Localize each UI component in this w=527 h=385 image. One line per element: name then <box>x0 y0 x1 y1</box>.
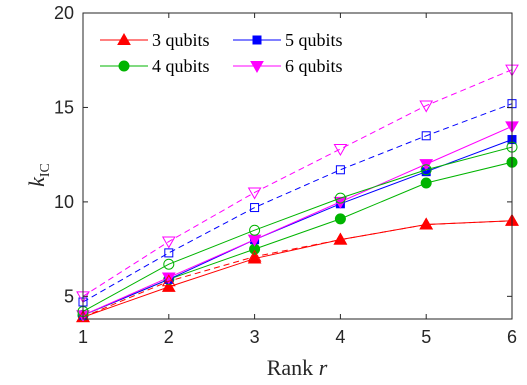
series-4 <box>76 213 519 323</box>
data-point <box>250 203 260 213</box>
legend-marker <box>252 35 262 45</box>
data-point <box>334 192 346 204</box>
x-tick-label: 3 <box>250 327 260 347</box>
x-tick-label: 2 <box>164 327 174 347</box>
x-axis-label: Rank r <box>267 355 328 380</box>
data-point <box>247 249 262 262</box>
plot-frame <box>82 12 513 320</box>
data-point <box>419 217 434 230</box>
data-point <box>163 258 175 270</box>
legend-item-2: 5 qubits <box>233 30 343 50</box>
x-tick-label: 5 <box>421 327 431 347</box>
series-6 <box>78 99 517 307</box>
legend-label: 3 qubits <box>152 30 210 50</box>
data-point <box>420 177 432 189</box>
data-point <box>247 187 262 200</box>
series-line <box>82 125 513 316</box>
data-point <box>164 248 174 258</box>
data-point <box>419 100 434 113</box>
series-line <box>82 69 513 297</box>
y-tick-label: 10 <box>54 192 74 212</box>
data-point <box>334 213 346 225</box>
legend: 3 qubits 4 qubits 5 qubits 6 qubits <box>91 25 383 81</box>
legend-item-1: 4 qubits <box>100 56 210 76</box>
series-line <box>82 103 513 303</box>
series-line <box>82 146 513 312</box>
legend-item-3: 6 qubits <box>233 56 343 76</box>
data-point <box>333 232 348 245</box>
series-layer <box>76 64 519 323</box>
data-point <box>161 272 176 285</box>
y-tick-label: 15 <box>54 97 74 117</box>
legend-label: 5 qubits <box>285 30 343 50</box>
ticks-layer: 1 2 3 4 5 6 5 10 15 20 <box>54 3 517 347</box>
data-point <box>421 131 431 141</box>
series-7 <box>76 64 519 304</box>
legend-item-0: 3 qubits <box>100 30 210 50</box>
legend-marker <box>250 61 264 74</box>
data-point <box>333 144 348 157</box>
data-point <box>419 217 434 230</box>
series-0 <box>76 213 519 323</box>
series-line <box>82 161 513 316</box>
data-point <box>249 224 261 236</box>
data-point <box>335 165 345 175</box>
x-tick-label: 4 <box>335 327 345 347</box>
legend-box <box>91 25 383 81</box>
series-line <box>82 220 513 318</box>
data-point <box>247 251 262 264</box>
y-tick-label: 20 <box>54 3 74 23</box>
y-axis-label: kIC <box>24 163 53 187</box>
series-line <box>82 220 513 318</box>
legend-label: 4 qubits <box>152 56 210 76</box>
y-tick-label: 5 <box>64 286 74 306</box>
legend-label: 6 qubits <box>285 56 343 76</box>
data-point <box>161 274 176 287</box>
data-point <box>76 310 90 323</box>
series-line <box>82 139 513 316</box>
data-point <box>420 164 432 176</box>
x-tick-label: 1 <box>78 327 88 347</box>
legend-marker <box>117 32 131 45</box>
data-point <box>161 236 176 249</box>
x-tick-label: 6 <box>507 327 517 347</box>
legend-marker <box>118 60 130 72</box>
